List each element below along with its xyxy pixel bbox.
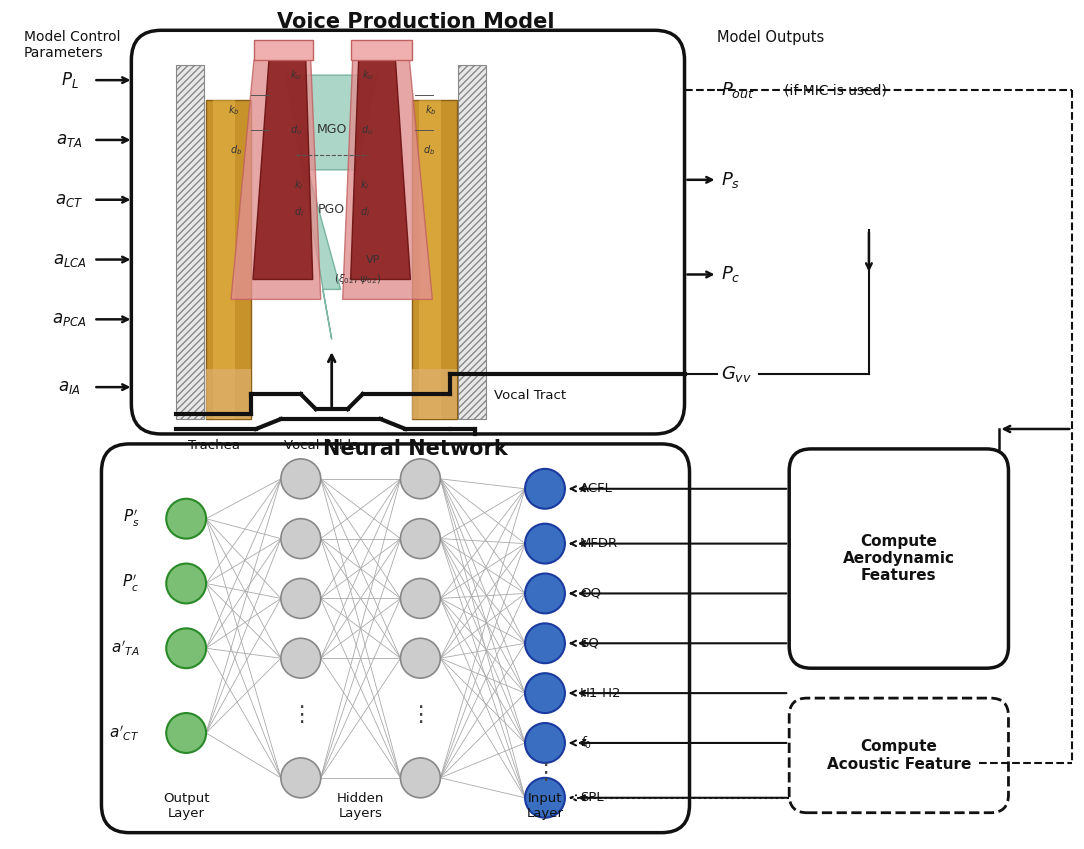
Circle shape xyxy=(166,628,206,668)
Text: $d_u$: $d_u$ xyxy=(289,123,301,137)
Circle shape xyxy=(525,574,565,613)
Text: $d_l$: $d_l$ xyxy=(360,205,370,218)
Circle shape xyxy=(400,758,440,798)
Circle shape xyxy=(281,578,321,618)
Text: (if MIC is used): (if MIC is used) xyxy=(784,83,887,97)
Text: SPL: SPL xyxy=(580,791,604,804)
Circle shape xyxy=(166,564,206,604)
Text: $d_u$: $d_u$ xyxy=(361,123,374,137)
Text: $P_{out}$: $P_{out}$ xyxy=(722,80,756,100)
Text: Neural Network: Neural Network xyxy=(323,439,507,459)
Text: MGO: MGO xyxy=(317,123,347,137)
Text: ACFL: ACFL xyxy=(580,482,612,495)
FancyBboxPatch shape xyxy=(412,369,457,419)
Text: H1-H2: H1-H2 xyxy=(580,687,621,700)
Text: $a'_{CT}$: $a'_{CT}$ xyxy=(109,723,140,743)
FancyBboxPatch shape xyxy=(206,100,251,419)
Text: ⋮: ⋮ xyxy=(289,705,312,725)
Text: $d_l$: $d_l$ xyxy=(294,205,304,218)
Text: PGO: PGO xyxy=(318,203,345,216)
Circle shape xyxy=(281,638,321,678)
Circle shape xyxy=(525,673,565,713)
Text: $a_{LCA}$: $a_{LCA}$ xyxy=(53,250,87,268)
Polygon shape xyxy=(254,40,313,60)
Circle shape xyxy=(400,519,440,559)
Text: $P_L$: $P_L$ xyxy=(61,70,78,90)
Circle shape xyxy=(281,758,321,798)
Text: $k_b$: $k_b$ xyxy=(229,103,240,117)
Circle shape xyxy=(400,459,440,498)
Text: $a_{IA}$: $a_{IA}$ xyxy=(59,378,81,396)
Circle shape xyxy=(281,459,321,498)
Text: $k_b$: $k_b$ xyxy=(425,103,436,117)
Text: $a_{CT}$: $a_{CT}$ xyxy=(55,191,83,209)
FancyBboxPatch shape xyxy=(420,100,441,419)
Text: $k_u$: $k_u$ xyxy=(291,68,301,82)
Circle shape xyxy=(525,778,565,818)
Text: $a_{PCA}$: $a_{PCA}$ xyxy=(52,311,87,329)
Text: $a_{TA}$: $a_{TA}$ xyxy=(56,131,82,149)
FancyBboxPatch shape xyxy=(177,65,204,419)
FancyBboxPatch shape xyxy=(412,100,457,419)
FancyBboxPatch shape xyxy=(214,100,235,419)
Polygon shape xyxy=(231,60,321,300)
Circle shape xyxy=(166,713,206,753)
Text: $P_c$: $P_c$ xyxy=(722,265,741,284)
Text: MFDR: MFDR xyxy=(580,537,618,550)
Text: Voice Production Model: Voice Production Model xyxy=(276,13,554,32)
FancyBboxPatch shape xyxy=(177,50,659,419)
Text: Hidden
Layers: Hidden Layers xyxy=(337,792,385,819)
Polygon shape xyxy=(286,76,377,340)
Circle shape xyxy=(525,524,565,564)
Text: Output
Layer: Output Layer xyxy=(163,792,209,819)
Text: SQ: SQ xyxy=(580,637,598,649)
Circle shape xyxy=(525,723,565,763)
Text: Vocal Folds: Vocal Folds xyxy=(284,439,358,452)
Circle shape xyxy=(400,638,440,678)
Text: $k_l$: $k_l$ xyxy=(360,178,370,192)
Text: $k_u$: $k_u$ xyxy=(362,68,373,82)
Text: $P_c'$: $P_c'$ xyxy=(122,573,140,594)
Circle shape xyxy=(525,623,565,663)
Text: Trachea: Trachea xyxy=(189,439,240,452)
Text: $k_l$: $k_l$ xyxy=(294,178,304,192)
Text: ($\xi_{02}$, $\psi_{02}$): ($\xi_{02}$, $\psi_{02}$) xyxy=(334,273,382,286)
Circle shape xyxy=(281,519,321,559)
Text: Vocal Tract: Vocal Tract xyxy=(494,389,566,402)
Text: $G_{vv}$: $G_{vv}$ xyxy=(722,364,752,384)
Text: Compute
Acoustic Feature: Compute Acoustic Feature xyxy=(827,739,971,772)
Circle shape xyxy=(525,469,565,509)
Text: Model Control
Parameters: Model Control Parameters xyxy=(24,31,120,60)
Polygon shape xyxy=(343,60,433,300)
Text: Model Outputs: Model Outputs xyxy=(718,31,825,45)
Polygon shape xyxy=(350,60,411,279)
Text: Input
Layer: Input Layer xyxy=(527,792,564,819)
Text: $a'_{TA}$: $a'_{TA}$ xyxy=(111,638,140,658)
Polygon shape xyxy=(253,60,313,279)
Text: $P_s'$: $P_s'$ xyxy=(122,509,140,529)
Text: OQ: OQ xyxy=(580,587,601,600)
Text: $P_s$: $P_s$ xyxy=(722,170,740,190)
Text: $d_b$: $d_b$ xyxy=(230,143,242,157)
Text: ⋮: ⋮ xyxy=(410,705,431,725)
FancyBboxPatch shape xyxy=(459,65,487,419)
Circle shape xyxy=(166,498,206,538)
Text: ⋮: ⋮ xyxy=(533,763,556,783)
FancyBboxPatch shape xyxy=(206,369,251,419)
Text: Compute
Aerodynamic
Features: Compute Aerodynamic Features xyxy=(843,534,955,583)
Text: $f_0$: $f_0$ xyxy=(580,735,592,751)
Polygon shape xyxy=(350,40,412,60)
Text: $d_b$: $d_b$ xyxy=(423,143,436,157)
Circle shape xyxy=(400,578,440,618)
Text: VP: VP xyxy=(365,255,380,265)
